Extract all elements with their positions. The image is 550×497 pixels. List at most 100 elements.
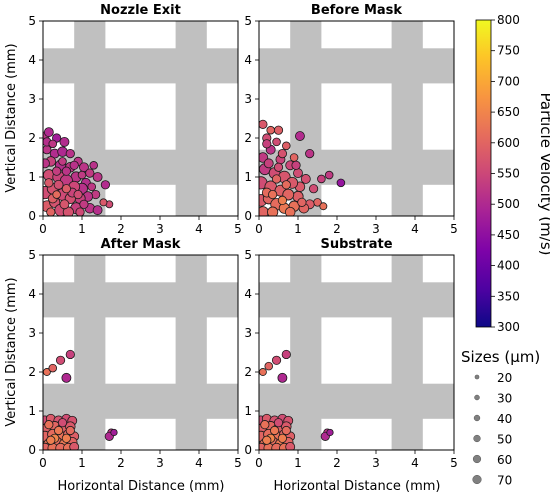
panel-title: Substrate <box>320 237 392 252</box>
y-tick-label: 0 <box>244 443 252 457</box>
y-tick-label: 1 <box>244 170 252 184</box>
y-tick-label: 4 <box>28 287 36 301</box>
axes-frame <box>42 20 239 217</box>
panel-title: Nozzle Exit <box>100 3 181 18</box>
axes-frame <box>258 20 455 217</box>
y-tick-label: 5 <box>28 14 36 28</box>
colorbar-tick-label: 350 <box>497 289 520 303</box>
data-point <box>267 206 279 216</box>
panel-title: Before Mask <box>311 3 403 18</box>
x-tick-label: 3 <box>156 222 164 236</box>
y-tick-label: 1 <box>28 404 36 418</box>
y-tick-label: 3 <box>28 326 36 340</box>
x-tick-label: 5 <box>450 456 458 470</box>
data-point <box>281 425 291 436</box>
x-axis-label-right: Horizontal Distance (mm) <box>274 479 441 494</box>
y-tick-label: 2 <box>28 365 36 379</box>
data-point <box>264 361 274 371</box>
data-point <box>65 149 75 159</box>
data-point <box>73 189 83 200</box>
y-tick-label: 4 <box>244 287 252 301</box>
data-point <box>44 420 54 430</box>
x-tick-label: 1 <box>294 222 302 236</box>
data-point <box>55 355 66 365</box>
y-tick-label: 4 <box>28 53 36 67</box>
data-point <box>281 349 291 360</box>
data-point <box>79 199 89 209</box>
data-point <box>69 441 80 450</box>
colorbar-tick-label: 700 <box>497 74 520 88</box>
data-point <box>100 180 111 190</box>
colorbar-tick-label: 400 <box>497 259 520 273</box>
mask-horizontal-bar <box>43 383 238 419</box>
colorbar-label: Particle Velocity (m/s) <box>537 93 550 256</box>
y-tick-label: 3 <box>244 326 252 340</box>
x-tick-label: 2 <box>117 222 125 236</box>
y-tick-label: 5 <box>244 248 252 262</box>
data-point <box>326 428 334 437</box>
size-legend-marker <box>474 374 480 380</box>
data-point <box>263 158 274 169</box>
y-tick-label: 2 <box>28 131 36 145</box>
points-group <box>43 127 114 216</box>
data-point <box>46 207 56 216</box>
x-tick-label: 2 <box>117 456 125 470</box>
size-legend-marker <box>473 434 481 443</box>
x-tick-label: 0 <box>255 222 263 236</box>
data-point <box>48 363 58 373</box>
size-legend-label: 30 <box>497 392 512 406</box>
data-point <box>61 184 72 194</box>
points-group <box>259 349 334 450</box>
y-axis-label-bottom: Vertical Distance (mm) <box>4 277 19 426</box>
size-legend-marker <box>472 474 482 485</box>
data-point <box>336 178 346 188</box>
data-point <box>272 137 281 147</box>
data-point <box>291 160 301 170</box>
colorbar-tick-label: 650 <box>497 105 520 119</box>
y-tick-label: 5 <box>244 14 252 28</box>
axes-frame <box>42 254 239 451</box>
y-tick-label: 0 <box>28 443 36 457</box>
size-legend: Sizes (μm) 20 30 40 50 60 70 <box>461 348 540 488</box>
data-point <box>61 372 72 383</box>
x-tick-label: 0 <box>39 456 47 470</box>
y-tick-label: 4 <box>244 53 252 67</box>
data-point <box>277 195 287 205</box>
data-point <box>273 125 284 135</box>
data-point <box>99 198 108 207</box>
data-point <box>277 372 288 383</box>
data-point <box>277 149 287 159</box>
y-tick-label: 3 <box>244 92 252 106</box>
data-point <box>285 441 296 450</box>
x-tick-label: 4 <box>195 222 203 236</box>
x-tick-label: 5 <box>234 456 242 470</box>
panel-4: Substrate 0 1 2 3 4 5 0 1 2 3 4 5 <box>244 237 457 470</box>
data-point <box>308 184 319 194</box>
data-point <box>85 168 95 178</box>
data-point <box>266 125 275 135</box>
mask-pattern <box>43 255 238 450</box>
colorbar-tick-label: 800 <box>497 13 520 27</box>
mask-horizontal-bar <box>259 48 454 84</box>
colorbar-tick-label: 300 <box>497 320 520 334</box>
data-point <box>259 368 267 376</box>
data-point <box>262 435 272 445</box>
x-axis-label-left: Horizontal Distance (mm) <box>58 479 225 494</box>
x-tick-label: 3 <box>156 456 164 470</box>
size-legend-title: Sizes (μm) <box>461 348 540 366</box>
x-tick-label: 2 <box>333 222 341 236</box>
data-point <box>260 420 270 430</box>
size-legend-marker <box>472 454 482 464</box>
data-point <box>61 166 72 176</box>
data-point <box>65 349 75 360</box>
colorbar-gradient <box>475 19 492 328</box>
y-tick-label: 5 <box>28 248 36 262</box>
size-legend-label: 70 <box>497 474 512 488</box>
data-point <box>277 433 287 443</box>
data-point <box>297 197 307 207</box>
data-point <box>273 162 284 172</box>
panel-2: Before Mask 0 1 2 3 4 5 0 1 2 3 4 5 <box>244 3 457 236</box>
data-point <box>284 206 296 216</box>
size-legend-marker <box>473 414 481 422</box>
x-tick-label: 3 <box>372 222 380 236</box>
